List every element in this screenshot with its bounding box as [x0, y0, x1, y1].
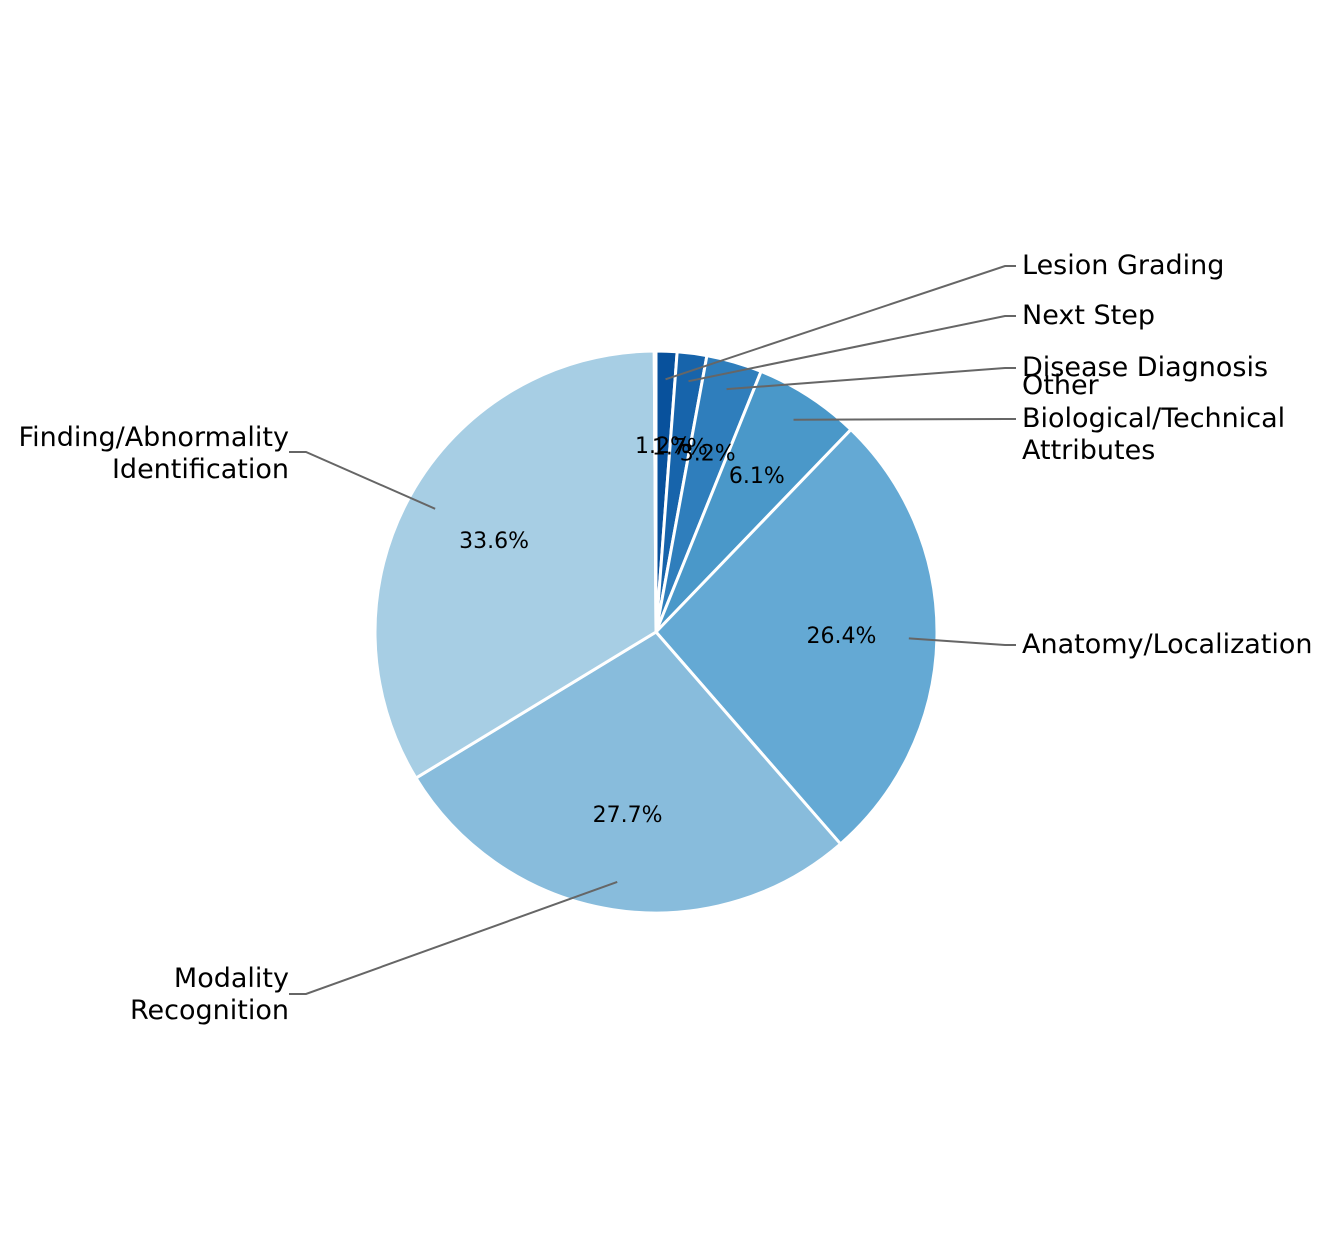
- leader-line-next-step: [688, 315, 1016, 383]
- category-label-biological-technical-attributes: Biological/Technical Attributes: [1022, 403, 1285, 466]
- percent-label-next-step: 1.7%: [652, 436, 708, 461]
- leader-lines: [289, 265, 1016, 995]
- leader-line-anatomy-localization: [908, 637, 1016, 646]
- category-label-other: Other: [1022, 370, 1100, 401]
- percent-label-disease-diagnosis: 3.2%: [680, 441, 736, 466]
- percent-label-biological-technical-attributes: 6.1%: [729, 464, 785, 489]
- category-label-lesion-grading: Lesion Grading: [1022, 250, 1224, 281]
- category-label-next-step: Next Step: [1022, 300, 1155, 331]
- pie-slices: [373, 349, 939, 915]
- leader-line-disease-diagnosis: [726, 367, 1016, 391]
- pie-slice-other: [652, 349, 658, 633]
- leader-line-lesion-grading: [665, 265, 1016, 381]
- leader-line-finding-abnormality-identification: [289, 451, 436, 510]
- category-labels: Lesion Grading Next Step Disease Diagnosis…: [19, 250, 1313, 1026]
- percent-label-finding-abnormality-identification: 33.6%: [459, 529, 529, 554]
- percent-label-lesion-grading: 1.2%: [635, 434, 691, 459]
- percent-label-anatomy-localization: 26.4%: [806, 624, 876, 649]
- pie-slice-anatomy-localization: [653, 427, 939, 847]
- category-label-modality-recognition: Modality Recognition: [130, 963, 289, 1026]
- leader-line-biological-technical-attributes: [793, 418, 1016, 421]
- percent-label-modality-recognition: 27.7%: [593, 803, 663, 828]
- pie-slice-finding-abnormality-identification: [373, 349, 658, 781]
- category-label-anatomy-localization: Anatomy/Localization: [1022, 629, 1313, 660]
- category-label-finding-abnormality-identification: Finding/Abnormality Identification: [19, 422, 289, 485]
- leader-line-modality-recognition: [289, 880, 618, 995]
- percent-labels: 1.2%1.7%3.2%6.1% 26.4% 27.7% 33.6%: [459, 434, 876, 828]
- pie-slice-modality-recognition: [413, 630, 843, 915]
- category-label-disease-diagnosis: Disease Diagnosis: [1022, 352, 1268, 383]
